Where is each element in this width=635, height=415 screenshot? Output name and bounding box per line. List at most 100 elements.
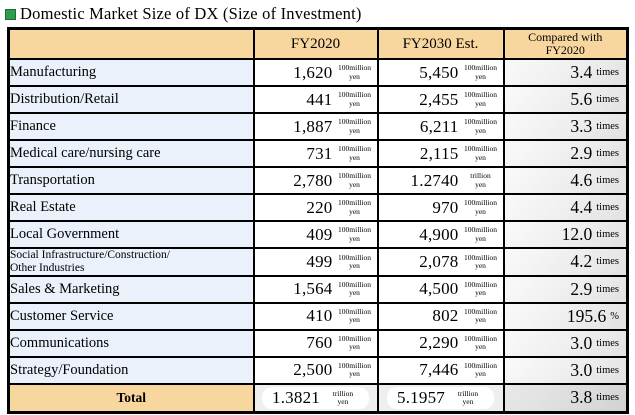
ratio-value: 4.4 xyxy=(570,197,593,217)
fy2030-cell: 802 100million yen xyxy=(376,301,505,331)
fy2020-cell-wrap: 2,780 100million yen xyxy=(256,171,376,191)
unit-bottom: yen xyxy=(475,71,486,81)
row-label: Social Infrastructure/Construction/Other… xyxy=(7,247,255,277)
ratio-wrap: 4.2 times xyxy=(506,251,626,272)
fy2020-cell-value: 441 xyxy=(306,89,333,109)
ratio-value: 5.6 xyxy=(570,89,593,109)
unit-bottom: yen xyxy=(462,396,474,406)
ratio-cell: 5.6 times xyxy=(502,85,629,114)
unit-top: 100million xyxy=(338,171,371,181)
table-row: Transportation 2,780 100million yen 1.2740 tr… xyxy=(7,166,629,195)
table-row: Medical care/nursing care 731 100million ye… xyxy=(7,139,629,168)
ratio-suffix: times xyxy=(596,229,619,240)
ratio-cell: 3.3 times xyxy=(502,112,629,141)
unit-top: 100million xyxy=(464,280,497,289)
fy2020-cell: 409 100million yen xyxy=(252,220,379,249)
fy2020-cell: 760 100million yen xyxy=(252,328,379,358)
fy2030-cell-value: 2,078 xyxy=(419,251,459,271)
table-row: Strategy/Foundation 2,500 100million yen 7,4… xyxy=(7,355,629,385)
fy2020-cell-value: 409 xyxy=(306,224,333,244)
col-header-fy2020: FY2020 xyxy=(252,27,379,60)
unit-bottom: yen xyxy=(475,233,486,243)
ratio-wrap: 195.6% xyxy=(506,306,626,327)
fy2020-cell-unit: 100million yen xyxy=(335,171,375,189)
dx-market-table: FY2020 FY2030 Est. Compared with FY2020 … xyxy=(7,27,629,414)
ratio-cell: 4.2 times xyxy=(502,247,629,277)
unit-bottom: yen xyxy=(349,206,360,216)
fy2030-cell-value: 802 xyxy=(432,306,459,326)
fy2020-cell-wrap: 1,887 100million yen xyxy=(256,116,376,137)
fy2020-cell-wrap: 499 100million yen xyxy=(256,252,376,272)
ratio-wrap: 3.4 times xyxy=(506,62,626,83)
unit-top: 100million xyxy=(338,117,371,127)
unit-bottom: yen xyxy=(475,152,486,162)
unit-bottom: yen xyxy=(349,98,360,108)
ratio-suffix: times xyxy=(596,67,619,78)
fy2020-cell-value: 1,887 xyxy=(293,116,333,136)
fy2020-cell: 410 100million yen xyxy=(252,301,379,331)
fy2020-cell-value: 731 xyxy=(306,143,333,163)
unit-top: 100million xyxy=(464,225,497,235)
table-row: Finance 1,887 100million yen 6,211 100million… xyxy=(7,112,629,141)
ratio-wrap: 5.6 times xyxy=(506,89,626,110)
total-ratio-suffix: times xyxy=(596,392,619,404)
unit-bottom: yen xyxy=(475,288,486,298)
ratio-suffix: times xyxy=(596,121,619,132)
fy2020-cell-value: 410 xyxy=(306,306,333,326)
total-fy2020-cell: 1.3821 trillion yen xyxy=(252,382,379,414)
unit-top: 100million xyxy=(338,63,371,73)
fy2030-cell: 970 100million yen xyxy=(376,193,505,222)
ratio-wrap: 2.9 times xyxy=(506,143,626,164)
unit-top: 100million xyxy=(464,117,497,127)
fy2030-cell-wrap: 2,115 100million yen xyxy=(380,144,502,164)
ratio-cell: 4.6 times xyxy=(502,166,629,195)
fy2020-cell-wrap: 2,500 100million yen xyxy=(256,360,376,380)
fy2020-cell: 2,780 100million yen xyxy=(252,166,379,195)
table-row: Local Government 409 100million yen 4,900 100… xyxy=(7,220,629,249)
unit-bottom: yen xyxy=(475,125,486,135)
fy2030-cell: 6,211 100million yen xyxy=(376,112,505,141)
fy2020-cell-value: 2,500 xyxy=(293,360,333,380)
unit-bottom: yen xyxy=(475,260,486,270)
unit-bottom: yen xyxy=(349,369,360,379)
total-fy2030-cell: 5.1957 trillion yen xyxy=(376,382,505,414)
ratio-value: 12.0 xyxy=(561,224,593,244)
fy2020-cell-unit: 100million yen xyxy=(335,280,375,298)
fy2030-cell-value: 6,211 xyxy=(419,116,459,136)
table-row: Social Infrastructure/Construction/Other… xyxy=(7,247,629,277)
ratio-wrap: 3.0 times xyxy=(506,360,626,381)
fy2020-cell-wrap: 731 100million yen xyxy=(256,143,376,164)
fy2020-cell-value: 1,564 xyxy=(293,279,333,299)
ratio-cell: 4.4 times xyxy=(502,193,629,222)
unit-bottom: yen xyxy=(349,288,360,298)
unit-bottom: yen xyxy=(349,179,360,189)
unit-top: 100million xyxy=(338,252,371,262)
unit-bottom: yen xyxy=(475,206,486,216)
unit-top: trillion xyxy=(457,388,479,398)
unit-top: 100million xyxy=(464,63,497,73)
fy2020-cell-unit: 100million yen xyxy=(335,307,375,325)
fy2020-cell-wrap: 1,620 100million yen xyxy=(256,62,376,83)
header-row: FY2020 FY2030 Est. Compared with FY2020 xyxy=(7,27,629,60)
ratio-value: 3.3 xyxy=(570,116,593,136)
unit-top: 100million xyxy=(464,252,497,262)
ratio-suffix: times xyxy=(596,94,619,105)
fy2020-cell: 1,620 100million yen xyxy=(252,58,379,87)
fy2020-cell-unit: 100million yen xyxy=(335,361,375,379)
fy2020-cell-value: 1,620 xyxy=(293,62,333,82)
fy2030-cell-value: 1.2740 xyxy=(410,170,459,190)
ratio-suffix: times xyxy=(596,148,619,159)
fy2030-cell-value: 4,900 xyxy=(419,224,459,244)
ratio-value: 2.9 xyxy=(570,143,593,163)
fy2030-cell-unit: 100million yen xyxy=(461,252,501,271)
unit-bottom: yen xyxy=(349,342,360,352)
ratio-value: 2.9 xyxy=(570,278,593,299)
row-label: Distribution/Retail xyxy=(7,85,255,114)
unit-bottom: yen xyxy=(349,233,360,243)
compared-header-line1: Compared with xyxy=(528,29,603,44)
fy2020-cell: 499 100million yen xyxy=(252,247,379,277)
table-row: Manufacturing 1,620 100million yen 5,450 100m… xyxy=(7,58,629,87)
ratio-suffix: times xyxy=(596,283,619,295)
total-fy2030-unit: trillion yen xyxy=(448,388,488,407)
